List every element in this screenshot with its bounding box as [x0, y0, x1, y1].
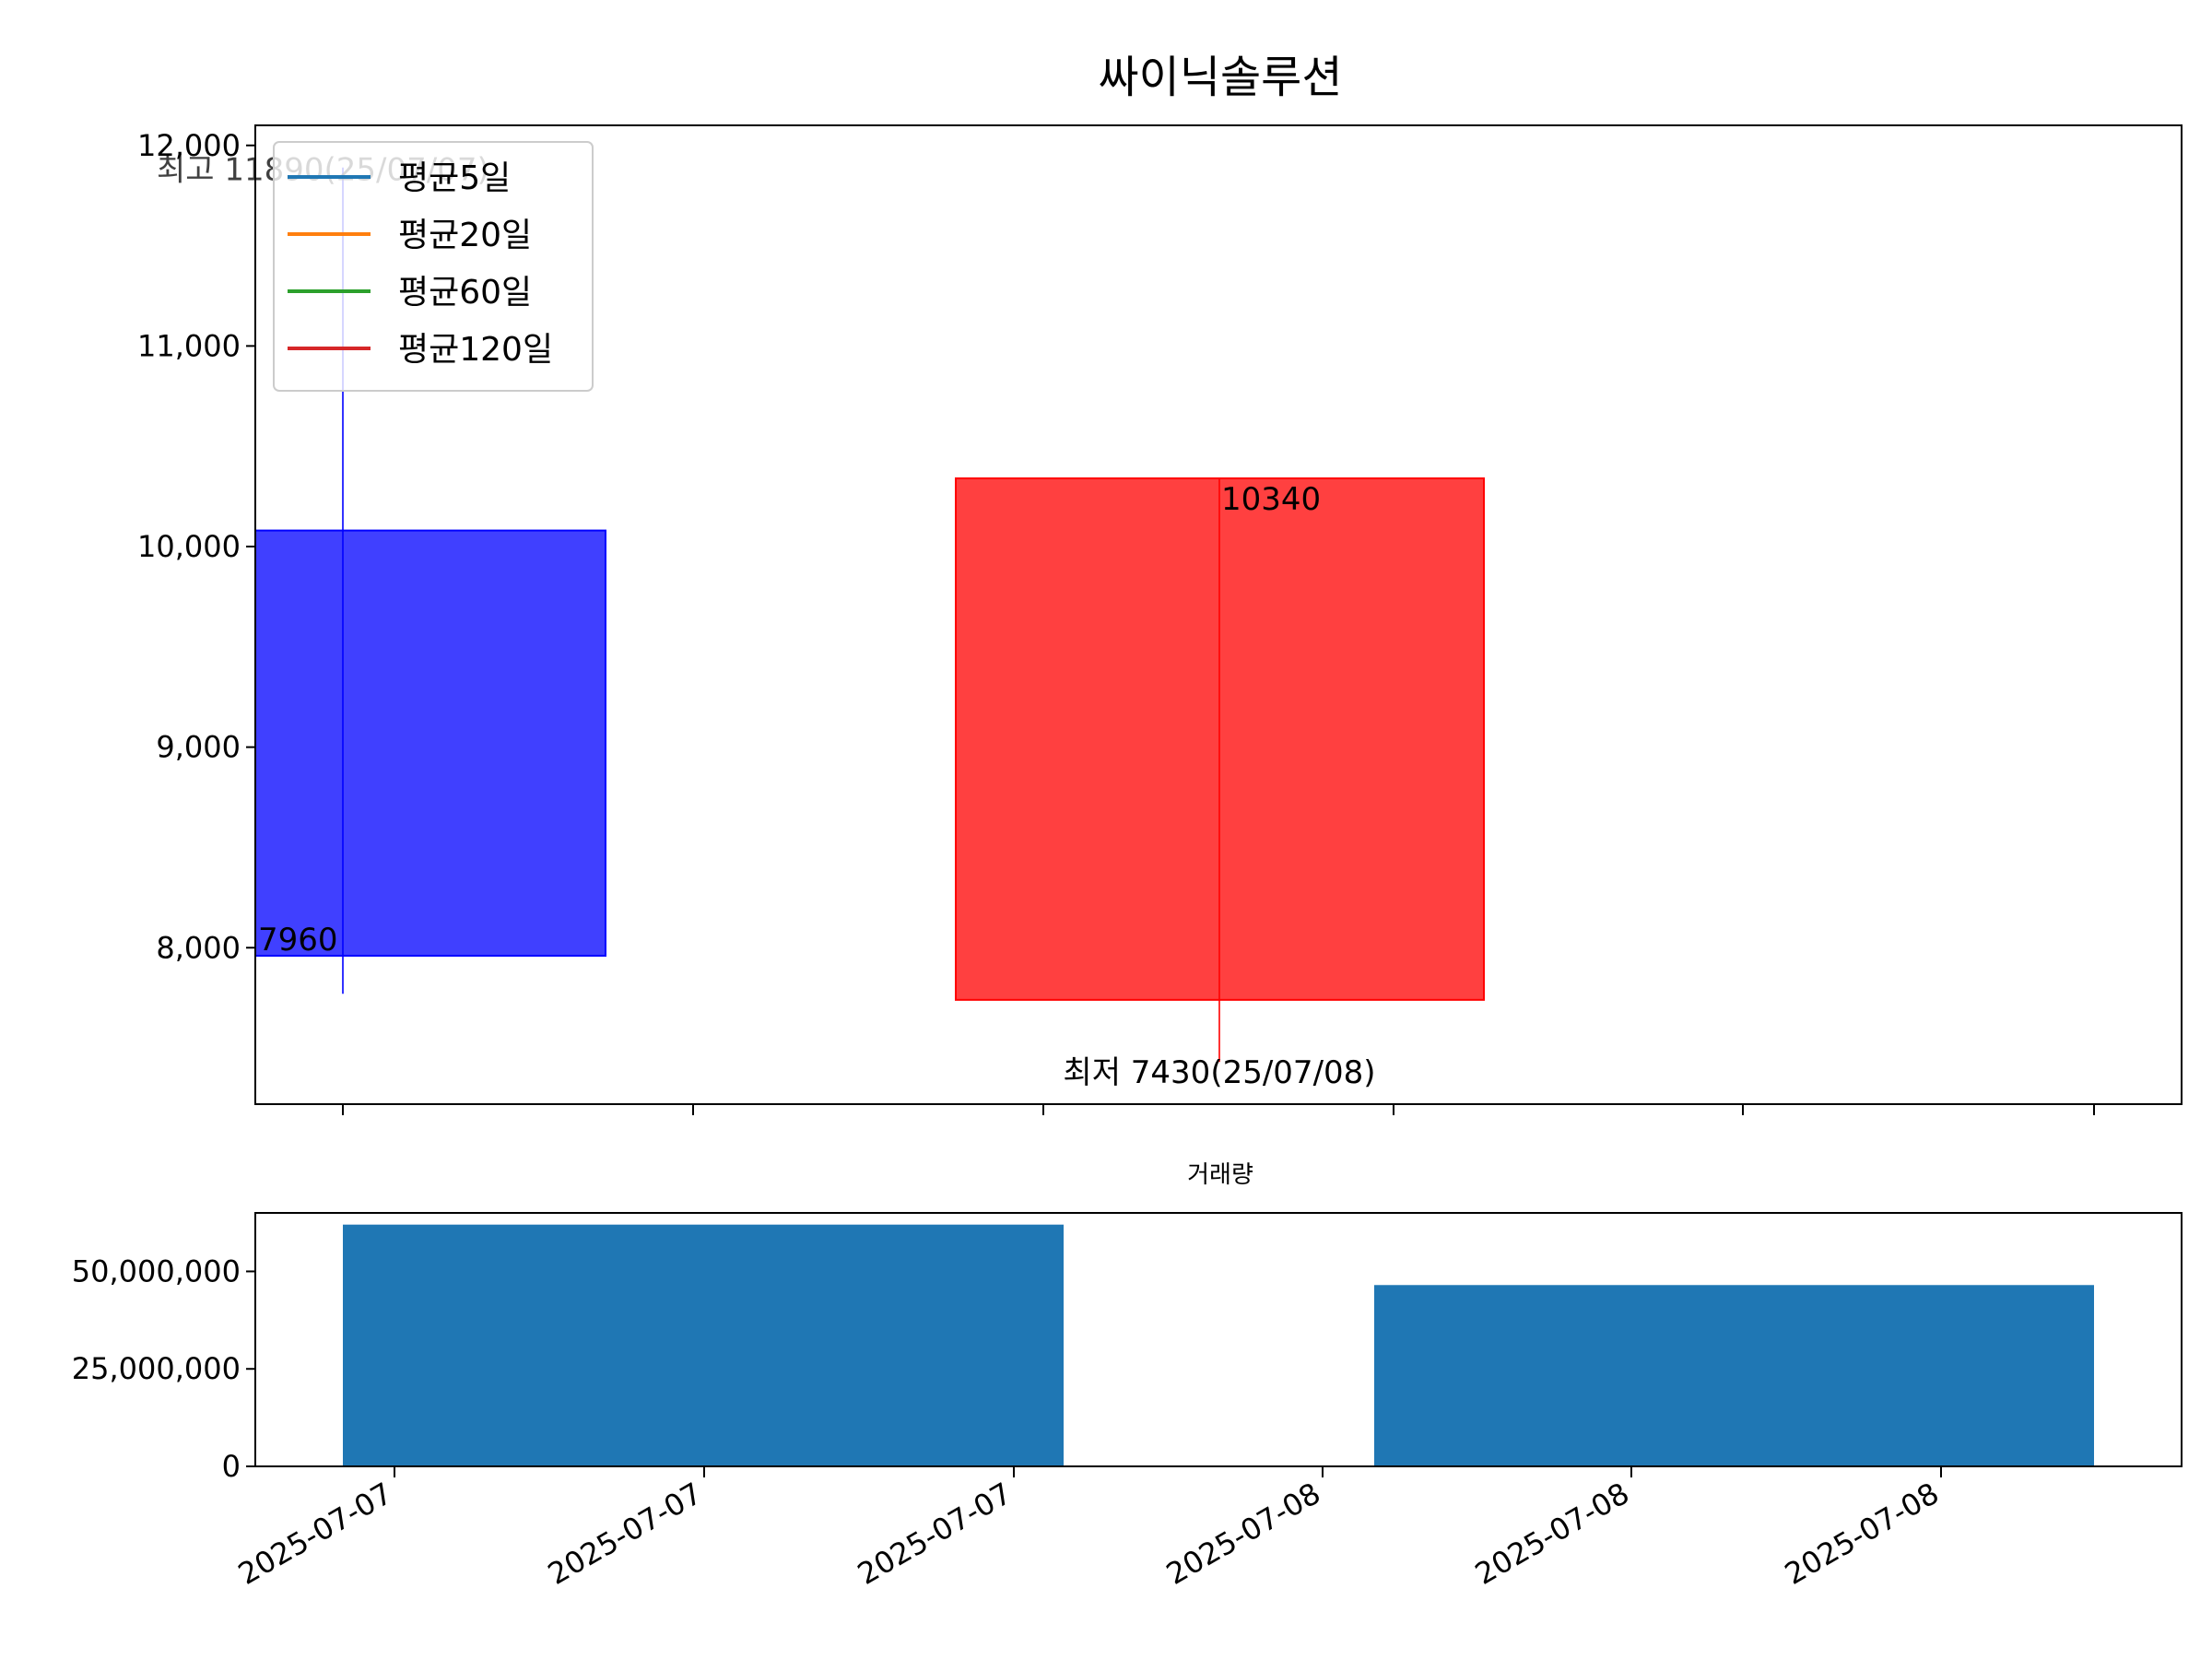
- low-annotation: 최저 7430(25/07/08): [1063, 1054, 1375, 1091]
- volume-x-tick-label: 2025-07-07: [542, 1476, 708, 1592]
- volume-x-tick-label: 2025-07-07: [852, 1476, 1018, 1592]
- volume-x-tick-label: 2025-07-08: [1779, 1476, 1945, 1592]
- volume-x-tick-label: 2025-07-08: [1160, 1476, 1326, 1592]
- volume-marks: [343, 1224, 2094, 1466]
- legend-label: 평균5일: [398, 159, 511, 197]
- price-y-tick-label: 11,000: [137, 328, 241, 363]
- volume-y-tick-label: 0: [222, 1449, 241, 1484]
- volume-plot-frame: [254, 1212, 2183, 1467]
- legend-label: 평균120일: [398, 331, 553, 369]
- price-y-tick-label: 10,000: [137, 529, 241, 564]
- candle-label-2025-07-08: 10340: [1221, 481, 1321, 518]
- legend-box: [273, 141, 594, 392]
- candle-label-2025-07-07: 7960: [258, 922, 338, 959]
- volume-x-tick-label: 2025-07-08: [1469, 1476, 1635, 1592]
- volume-y-axis: 0 25,000,000 50,000,000: [72, 1253, 255, 1484]
- chart-title: 싸이닉솔루션: [1099, 52, 1343, 103]
- price-y-axis: 8,000 9,000 10,000 11,000 12,000: [137, 128, 255, 965]
- price-y-tick-label: 12,000: [137, 128, 241, 163]
- volume-y-tick-label: 50,000,000: [72, 1253, 241, 1288]
- price-y-tick-label: 8,000: [156, 930, 241, 965]
- legend-label: 평균60일: [398, 274, 532, 312]
- volume-x-tick-label: 2025-07-07: [232, 1476, 398, 1592]
- price-plot-frame: [254, 124, 2183, 1105]
- candle-body-2025-07-07: [254, 529, 606, 957]
- price-x-ticks: [342, 1104, 2095, 1115]
- legend-label: 평균20일: [398, 217, 532, 254]
- volume-panel-title: 거래량: [1187, 1161, 1253, 1189]
- volume-bar-2025-07-07: [343, 1224, 1064, 1466]
- volume-x-axis: 2025-07-07 2025-07-07 2025-07-07 2025-07-08…: [232, 1466, 1945, 1592]
- volume-bar-2025-07-08: [1374, 1285, 2094, 1466]
- volume-y-tick-label: 25,000,000: [72, 1351, 241, 1386]
- price-y-tick-label: 9,000: [156, 730, 241, 765]
